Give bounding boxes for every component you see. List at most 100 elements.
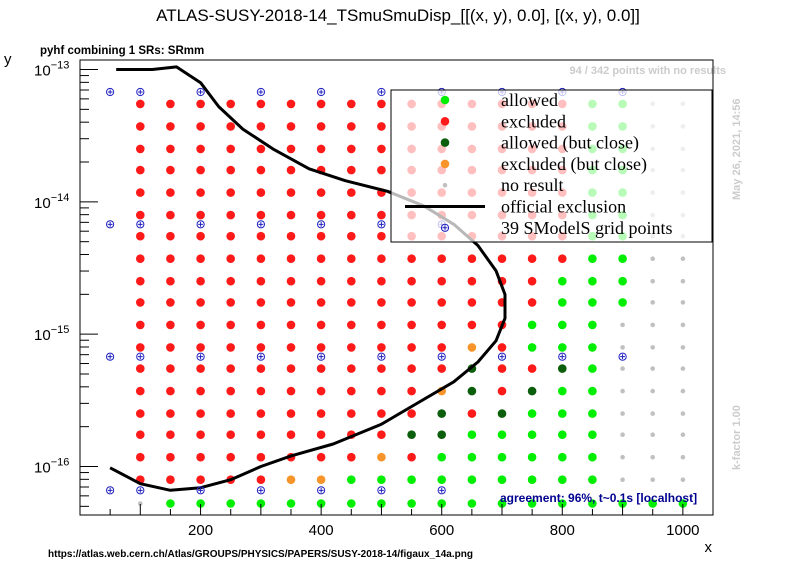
grid-point-cross: [318, 89, 324, 95]
y-tick-base: 10: [34, 459, 51, 476]
point-excluded: [136, 276, 145, 286]
point-allowed: [558, 276, 567, 286]
point-excluded: [136, 409, 145, 418]
grid-point-ring: [106, 486, 115, 495]
point-excluded: [226, 364, 235, 373]
grid-point-cross: [559, 354, 565, 360]
no-results-annotation: 94 / 342 points with no results: [570, 65, 726, 77]
point-excluded: [256, 165, 266, 175]
point-excluded: [226, 188, 235, 197]
point-excluded: [347, 298, 356, 307]
smodels-grid-point: [256, 87, 265, 97]
grid-point-cross: [258, 89, 264, 95]
point-allowed: [407, 475, 416, 485]
point-excluded: [407, 298, 416, 307]
point-allowed: [527, 499, 537, 508]
smodels-grid-point: [106, 486, 115, 495]
point-no-result: [650, 432, 655, 438]
point-excluded: [558, 254, 567, 263]
grid-point-cross: [439, 354, 445, 360]
point-excluded: [347, 254, 356, 263]
point-excluded: [377, 298, 386, 307]
y-tick-label: 10−13: [34, 60, 69, 80]
point-excluded: [286, 276, 296, 286]
grid-point-cross: [107, 487, 113, 493]
grid-point-ring: [618, 352, 627, 361]
grid-point-ring: [377, 352, 386, 361]
grid-point-ring: [256, 220, 265, 229]
smodels-grid-point: [196, 87, 205, 97]
point-allowed: [678, 499, 688, 508]
point-excluded: [467, 320, 477, 330]
point-no-result: [620, 477, 625, 483]
point-allowed: [588, 430, 597, 440]
point-allowed: [437, 499, 447, 508]
point-excluded: [286, 386, 296, 396]
point-no-result: [650, 300, 655, 305]
legend-label: excluded (but close): [501, 154, 647, 175]
point-excluded: [347, 320, 356, 330]
point-excluded: [347, 343, 356, 352]
point-excluded: [527, 276, 537, 286]
source-url: https://atlas.web.cern.ch/Atlas/GROUPS/P…: [48, 549, 473, 560]
grid-point-ring: [256, 87, 265, 97]
grid-point-ring: [317, 220, 326, 229]
point-excluded: [166, 165, 175, 175]
point-excluded: [316, 452, 326, 462]
smodels-grid-point: [558, 352, 567, 361]
point-allowed: [467, 475, 477, 485]
point-excluded: [196, 409, 205, 418]
point-excluded: [407, 364, 416, 373]
point-excluded: [377, 409, 386, 418]
smodels-grid-point: [618, 352, 627, 361]
plot-frame: [79, 59, 714, 516]
grid-point-ring: [196, 87, 205, 97]
point-excluded: [316, 298, 326, 307]
legend-label: no result: [501, 175, 564, 195]
point-no-result: [650, 477, 655, 483]
point-no-result: [680, 345, 686, 350]
point-excluded: [286, 122, 296, 131]
point-excluded: [196, 452, 205, 462]
x-tick-label: 400: [309, 522, 334, 539]
point-allowed: [558, 298, 567, 307]
smodels-grid-point: [317, 220, 326, 229]
point-no-result: [138, 501, 143, 506]
point-excluded: [196, 144, 205, 154]
point-excluded: [226, 165, 235, 175]
point-excluded: [316, 386, 326, 396]
point-excluded: [467, 276, 477, 286]
grid-point-cross: [439, 487, 445, 493]
x-axis: 200 400 600 800 1000: [79, 504, 714, 539]
point-no-result: [680, 256, 686, 262]
point-no-result: [620, 322, 625, 328]
official-exclusion-line: [109, 65, 507, 492]
smodels-grid-point: [136, 87, 145, 97]
point-excluded: [377, 231, 386, 241]
smodels-grid-point: [256, 486, 265, 495]
y-tick-exponent: −13: [51, 60, 70, 72]
smodels-grid-point: [196, 352, 205, 361]
point-excluded: [256, 386, 266, 396]
point-excluded: [166, 452, 175, 462]
grid-point-ring: [136, 352, 145, 361]
point-no-result: [650, 322, 655, 328]
point-excluded: [226, 430, 235, 440]
point-allowed: [588, 499, 597, 508]
legend-symbol-no-result: [442, 182, 448, 188]
x-tick-label: 200: [188, 522, 213, 539]
point-excluded: [196, 320, 205, 330]
point-allowed-close: [437, 430, 447, 440]
point-allowed: [407, 499, 416, 508]
grid-point-cross: [318, 354, 324, 360]
point-excluded: [166, 254, 175, 263]
point-excluded: [256, 409, 266, 418]
point-excluded: [286, 210, 296, 220]
grid-point-cross: [107, 89, 113, 95]
point-excluded: [347, 409, 356, 418]
point-excluded: [256, 343, 266, 352]
point-allowed: [166, 499, 175, 508]
grid-point-ring: [256, 486, 265, 495]
